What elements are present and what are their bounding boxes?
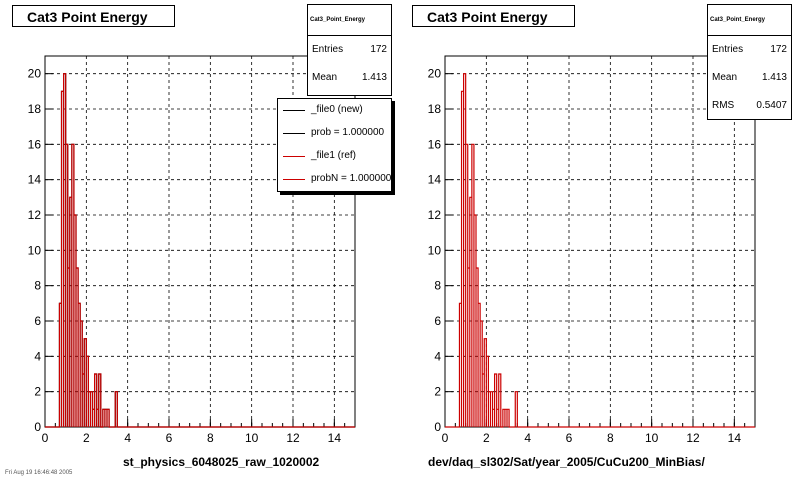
stats-mean-value: 1.413 bbox=[761, 72, 787, 83]
y-tick-label: 18 bbox=[428, 102, 442, 116]
y-tick-label: 16 bbox=[28, 137, 42, 151]
stats-entries-value: 172 bbox=[770, 44, 787, 55]
legend-swatch bbox=[283, 156, 305, 157]
stats-entries-label: Entries bbox=[312, 44, 344, 55]
legend-entry: _file0 (new) bbox=[278, 99, 391, 122]
stats-box: Cat3_Point_Energy Entries 172 Mean 1.413 bbox=[307, 4, 392, 96]
x-tick-label: 6 bbox=[566, 431, 573, 445]
x-tick-label: 4 bbox=[124, 431, 131, 445]
left-pane: Cat3 Point Energy 0 2 4 6 8 10 12 14 0 2 4 6 8 10 12 14… bbox=[5, 4, 392, 476]
stats-name: Cat3_Point_Energy bbox=[708, 5, 791, 36]
y-tick-label: 0 bbox=[34, 420, 41, 434]
stats-mean: Mean 1.413 bbox=[308, 64, 391, 92]
y-tick-label: 14 bbox=[28, 173, 42, 187]
y-tick-label: 18 bbox=[28, 102, 42, 116]
y-tick-label: 16 bbox=[428, 137, 442, 151]
x-tick-label: 0 bbox=[42, 431, 49, 445]
y-tick-label: 2 bbox=[434, 385, 441, 399]
legend-entry: probN = 1.000000 bbox=[278, 168, 391, 191]
y-tick-label: 0 bbox=[434, 420, 441, 434]
x-tick-label: 6 bbox=[166, 431, 173, 445]
stats-entries: Entries 172 bbox=[708, 36, 791, 64]
y-tick-label: 20 bbox=[428, 67, 442, 81]
histogram-series bbox=[445, 73, 755, 428]
stats-rms-value: 0.5407 bbox=[756, 100, 787, 111]
y-tick-label: 12 bbox=[28, 208, 42, 222]
y-tick-label: 20 bbox=[28, 67, 42, 81]
stats-mean-label: Mean bbox=[712, 72, 738, 83]
y-tick-label: 2 bbox=[34, 385, 41, 399]
legend-swatch bbox=[283, 133, 305, 134]
y-tick-label: 4 bbox=[34, 349, 41, 363]
x-tick-label: 2 bbox=[483, 431, 490, 445]
legend-label: prob = 1.000000 bbox=[311, 127, 385, 138]
y-tick-label: 8 bbox=[34, 279, 41, 293]
legend-label: _file0 (new) bbox=[311, 104, 363, 115]
plot-frame bbox=[444, 55, 756, 428]
stats-rms-label: RMS bbox=[712, 100, 735, 111]
right-pane: Cat3 Point Energy 0 2 4 6 8 10 12 14 0 2 4 6 8 10 12 14… bbox=[400, 0, 800, 480]
legend-swatch bbox=[283, 110, 305, 111]
x-tick-label: 8 bbox=[607, 431, 614, 445]
y-tick-label: 10 bbox=[428, 243, 442, 257]
stats-entries-label: Entries bbox=[712, 44, 744, 55]
x-tick-label: 10 bbox=[645, 431, 659, 445]
x-tick-label: 12 bbox=[686, 431, 700, 445]
legend-entry: prob = 1.000000 bbox=[278, 122, 391, 145]
legend-swatch bbox=[283, 179, 305, 180]
y-tick-label: 10 bbox=[28, 243, 42, 257]
x-tick-label: 12 bbox=[286, 431, 300, 445]
plot-area: 0 2 4 6 8 10 12 14 0 2 4 6 8 10 12 14 16 18 20 bbox=[428, 55, 756, 445]
x-tick-label: 8 bbox=[207, 431, 214, 445]
x-tick-label: 14 bbox=[328, 431, 342, 445]
y-tick-label: 4 bbox=[434, 349, 441, 363]
stats-name: Cat3_Point_Energy bbox=[308, 5, 391, 36]
y-tick-label: 12 bbox=[428, 208, 442, 222]
stats-mean-value: 1.413 bbox=[361, 72, 387, 83]
x-tick-label: 0 bbox=[442, 431, 449, 445]
stats-box: Cat3_Point_Energy Entries 172 Mean 1.413… bbox=[707, 4, 792, 120]
histogram-series bbox=[45, 73, 355, 428]
y-tick-label: 8 bbox=[434, 279, 441, 293]
plot-title: Cat3 Point Energy bbox=[412, 5, 575, 27]
stats-entries-value: 172 bbox=[370, 44, 387, 55]
y-tick-label: 6 bbox=[34, 314, 41, 328]
legend: _file0 (new) prob = 1.000000 _file1 (ref… bbox=[277, 98, 392, 192]
stats-rms: RMS 0.5407 bbox=[708, 92, 791, 120]
legend-label: _file1 (ref) bbox=[311, 150, 357, 161]
stats-mean-label: Mean bbox=[312, 72, 338, 83]
x-tick-label: 14 bbox=[728, 431, 742, 445]
legend-label: probN = 1.000000 bbox=[311, 173, 392, 184]
y-tick-label: 14 bbox=[428, 173, 442, 187]
x-tick-label: 2 bbox=[83, 431, 90, 445]
stats-mean: Mean 1.413 bbox=[708, 64, 791, 92]
stats-entries: Entries 172 bbox=[308, 36, 391, 64]
plot-title: Cat3 Point Energy bbox=[12, 5, 175, 27]
y-tick-label: 6 bbox=[434, 314, 441, 328]
x-tick-label: 4 bbox=[524, 431, 531, 445]
footer-timestamp: Fri Aug 19 16:46:48 2005 bbox=[5, 470, 73, 476]
x-tick-label: 10 bbox=[245, 431, 259, 445]
legend-entry: _file1 (ref) bbox=[278, 145, 391, 168]
x-axis-label: dev/daq_sl302/Sat/year_2005/CuCu200_MinB… bbox=[428, 455, 705, 469]
x-axis-label: st_physics_6048025_raw_1020002 bbox=[123, 455, 320, 469]
